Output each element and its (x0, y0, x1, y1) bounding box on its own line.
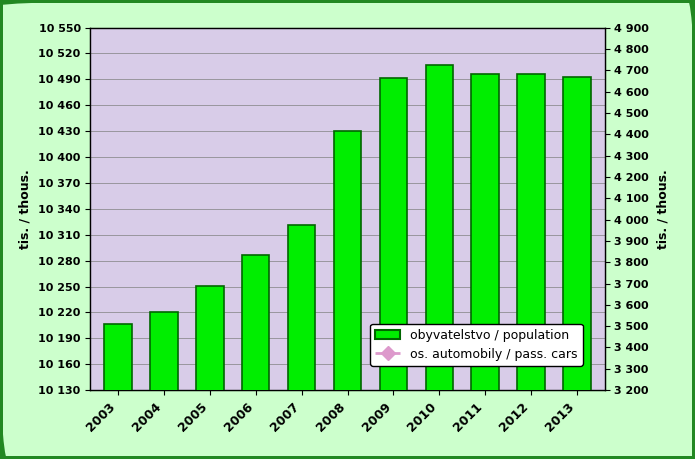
Bar (196, 285, 224, 459)
Bar (334, 131, 361, 459)
Bar (150, 312, 178, 459)
Y-axis label: tis. / thous.: tis. / thous. (656, 169, 669, 249)
Bar (425, 65, 453, 459)
Bar (104, 324, 131, 459)
Bar (564, 77, 591, 459)
Legend: obyvatelstvo / population, os. automobily / pass. cars: obyvatelstvo / population, os. automobil… (370, 324, 583, 366)
Bar (471, 74, 499, 459)
Bar (288, 225, 316, 459)
Bar (517, 74, 545, 459)
Bar (242, 255, 270, 459)
Y-axis label: tis. / thous.: tis. / thous. (18, 169, 31, 249)
Bar (379, 78, 407, 459)
